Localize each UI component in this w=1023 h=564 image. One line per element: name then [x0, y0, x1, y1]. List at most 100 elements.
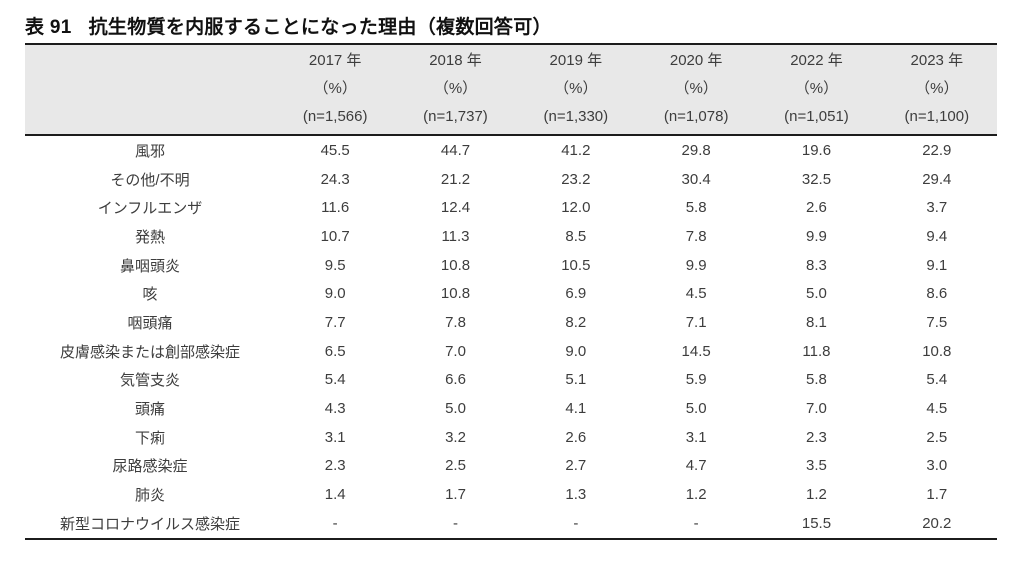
value-cell: 5.8 [685, 199, 707, 217]
value-cell: 11.6 [321, 199, 350, 217]
value-cell: - [573, 514, 579, 532]
row-label: 咳 [142, 286, 158, 304]
value-cell: 8.6 [926, 285, 948, 303]
value-cell: 29.4 [922, 170, 952, 188]
value-cell: 7.0 [445, 342, 466, 360]
value-cell: - [332, 514, 338, 532]
value-cell: 5.0 [445, 400, 466, 418]
value-cell: 6.5 [324, 342, 346, 360]
column-sample-size-label: (n=1,078) [663, 108, 729, 125]
column-year-label: 2022 年 [790, 52, 843, 69]
value-cell: 29.8 [681, 141, 711, 159]
value-cell: 20.2 [922, 514, 952, 532]
table-row: 咽頭痛 7.7 7.8 8.2 7.1 8.1 7.5 [25, 308, 997, 337]
value-cell: 1.2 [685, 486, 707, 504]
value-cell: 32.5 [801, 170, 832, 188]
value-cell: 1.7 [926, 486, 948, 504]
row-label: 尿路感染症 [112, 458, 188, 476]
value-cell: 1.4 [324, 486, 346, 504]
table-header-row: 2017 年 （%） (n=1,566) 2018 年 （%） (n=1,737… [25, 45, 997, 136]
column-header: 2018 年 （%） (n=1,737) [395, 47, 515, 131]
value-cell: 14.5 [681, 342, 711, 360]
value-cell: 5.4 [926, 371, 948, 389]
row-label: 風邪 [134, 142, 165, 160]
value-cell: 3.2 [445, 428, 466, 446]
table-row: 咳 9.0 10.8 6.9 4.5 5.0 8.6 [25, 279, 997, 308]
value-cell: 5.4 [324, 371, 346, 389]
value-cell: 21.2 [440, 170, 471, 188]
value-cell: 5.0 [806, 285, 827, 303]
table-row: その他/不明 24.3 21.2 23.2 30.4 32.5 29.4 [25, 165, 997, 194]
value-cell: 9.9 [806, 227, 827, 245]
column-year-label: 2020 年 [669, 52, 723, 69]
value-cell: 3.0 [926, 457, 948, 475]
row-label: 発熱 [134, 228, 165, 246]
value-cell: 4.5 [926, 400, 948, 418]
value-cell: 24.3 [320, 170, 350, 188]
value-cell: 10.8 [440, 256, 471, 274]
value-cell: 23.2 [561, 170, 591, 188]
value-cell: 22.9 [922, 141, 952, 159]
value-cell: 9.1 [926, 256, 948, 274]
row-label: その他/不明 [110, 171, 190, 189]
value-cell: 10.5 [561, 256, 591, 274]
antibiotics-reason-table: 2017 年 （%） (n=1,566) 2018 年 （%） (n=1,737… [25, 43, 997, 540]
column-unit-label: （%） [915, 80, 959, 97]
value-cell: 7.1 [685, 313, 707, 331]
column-header: 2017 年 （%） (n=1,566) [275, 47, 395, 131]
column-sample-size-label: (n=1,737) [423, 108, 488, 125]
table-body: 風邪 45.5 44.7 41.2 29.8 19.6 22.9 その他/不明 24.3 2… [25, 136, 997, 540]
value-cell: 2.6 [565, 428, 587, 446]
value-cell: 44.7 [440, 141, 471, 159]
value-cell: 8.1 [806, 313, 827, 331]
value-cell: 2.7 [565, 457, 587, 475]
report-page: 表 91 抗生物質を内服することになった理由（複数回答可） 2017 年 （%）… [25, 17, 997, 540]
table-row: 下痢 3.1 3.2 2.6 3.1 2.3 2.5 [25, 423, 997, 452]
value-cell: 6.6 [445, 371, 466, 389]
table-row: 発熱 10.7 11.3 8.5 7.8 9.9 9.4 [25, 222, 997, 251]
value-cell: - [452, 514, 458, 532]
value-cell: 8.2 [565, 313, 587, 331]
column-year-label: 2019 年 [549, 52, 603, 69]
table-row: 皮膚感染または創部感染症 6.5 7.0 9.0 14.5 11.8 10.8 [25, 337, 997, 366]
column-sample-size-label: (n=1,566) [302, 108, 368, 125]
row-label: 下痢 [134, 429, 165, 447]
column-year-label: 2023 年 [910, 52, 964, 69]
value-cell: 45.5 [320, 141, 350, 159]
table-row: 新型コロナウイルス感染症 - - - - 15.5 20.2 [25, 509, 997, 538]
value-cell: 5.1 [565, 371, 587, 389]
value-cell: 9.0 [565, 342, 587, 360]
row-label: 咽頭痛 [127, 314, 173, 332]
row-label: 鼻咽頭炎 [119, 257, 180, 275]
table-number: 表 91 [25, 17, 72, 38]
column-header: 2023 年 （%） (n=1,100) [877, 47, 997, 131]
value-cell: 7.5 [926, 313, 948, 331]
value-cell: 5.8 [806, 371, 827, 389]
table-row: 気管支炎 5.4 6.6 5.1 5.9 5.8 5.4 [25, 366, 997, 395]
value-cell: 19.6 [801, 141, 832, 159]
value-cell: 2.6 [806, 199, 827, 217]
table-row: 風邪 45.5 44.7 41.2 29.8 19.6 22.9 [25, 136, 997, 165]
value-cell: 7.7 [324, 313, 346, 331]
value-cell: 3.7 [926, 199, 948, 217]
row-label: 皮膚感染または創部感染症 [59, 343, 240, 361]
header-corner-cell [25, 47, 275, 131]
value-cell: 5.9 [685, 371, 707, 389]
column-unit-label: （%） [674, 80, 718, 97]
value-cell: 9.5 [324, 256, 346, 274]
column-header: 2020 年 （%） (n=1,078) [636, 47, 756, 131]
value-cell: 4.7 [685, 457, 707, 475]
value-cell: 4.3 [324, 400, 346, 418]
value-cell: - [693, 514, 699, 532]
column-year-label: 2018 年 [429, 52, 482, 69]
value-cell: 2.3 [324, 457, 346, 475]
value-cell: 9.4 [926, 227, 948, 245]
value-cell: 9.0 [324, 285, 346, 303]
value-cell: 10.7 [320, 227, 350, 245]
value-cell: 1.7 [445, 486, 466, 504]
value-cell: 11.8 [802, 342, 831, 360]
row-label: 頭痛 [134, 401, 165, 419]
value-cell: 4.5 [685, 285, 707, 303]
value-cell: 41.2 [561, 141, 591, 159]
value-cell: 9.9 [685, 256, 707, 274]
